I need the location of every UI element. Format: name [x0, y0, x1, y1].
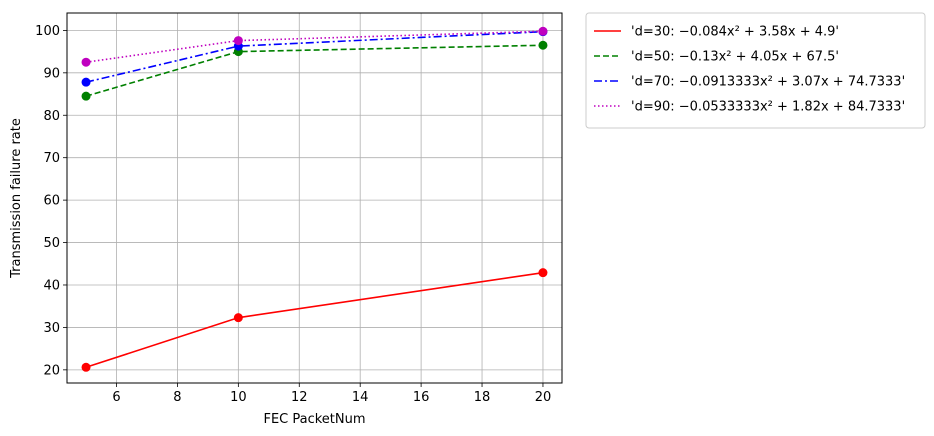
- x-tick-label: 20: [535, 390, 552, 405]
- legend-entry: 'd=50: −0.13x² + 4.05x + 67.5': [594, 50, 839, 65]
- series-4: [81, 26, 548, 67]
- legend: 'd=30: −0.084x² + 3.58x + 4.9' 'd=50: −0.…: [585, 12, 926, 129]
- legend-entry: 'd=90: −0.0533333x² + 1.82x + 84.7333': [594, 100, 905, 115]
- x-tick-label: 16: [413, 390, 430, 405]
- legend-label: 'd=50: −0.13x² + 4.05x + 67.5': [631, 50, 839, 65]
- series-line: [85, 30, 543, 64]
- x-tick-label: 12: [291, 390, 308, 405]
- x-axis-label: FEC PacketNum: [263, 412, 365, 427]
- grid-lines: [67, 13, 562, 383]
- legend-label: 'd=30: −0.084x² + 3.58x + 4.9': [631, 25, 839, 40]
- x-tick-label: 8: [173, 390, 181, 405]
- data-point: [81, 91, 91, 101]
- y-tick-label: 70: [43, 151, 60, 166]
- x-tick-label: 6: [112, 390, 120, 405]
- y-tick-label: 100: [35, 24, 60, 39]
- y-tick-label: 50: [43, 236, 60, 251]
- data-point: [538, 40, 548, 50]
- data-point: [233, 313, 243, 323]
- y-tick-label: 80: [43, 109, 60, 124]
- legend-label: 'd=90: −0.0533333x² + 1.82x + 84.7333': [631, 100, 905, 115]
- series-layer: [81, 26, 548, 372]
- legend-entry: 'd=30: −0.084x² + 3.58x + 4.9': [594, 25, 839, 40]
- x-tick-label: 14: [352, 390, 369, 405]
- x-tick-label: 10: [230, 390, 247, 405]
- series-1: [81, 268, 548, 372]
- series-line: [85, 271, 544, 369]
- series-line: [85, 30, 543, 83]
- data-point: [233, 36, 243, 46]
- x-tick-label: 18: [474, 390, 491, 405]
- y-axis-label: Transmission failure rate: [9, 118, 24, 279]
- y-tick-label: 90: [43, 66, 60, 81]
- y-tick-label: 30: [43, 321, 60, 336]
- y-tick-label: 20: [43, 363, 60, 378]
- data-point: [538, 268, 548, 278]
- data-point: [81, 57, 91, 67]
- axis-ticks: 6 8 10 12 14 16 18 20 20 30 40 50 60 70 80 90 100: [35, 24, 551, 405]
- series-2: [81, 40, 548, 101]
- data-point: [81, 362, 91, 372]
- legend-entry: 'd=70: −0.0913333x² + 3.07x + 74.7333': [594, 75, 905, 90]
- legend-box: [585, 12, 926, 129]
- data-point: [538, 26, 548, 36]
- data-point: [81, 77, 91, 87]
- plot-frame: [66, 12, 563, 384]
- y-tick-label: 40: [43, 278, 60, 293]
- legend-label: 'd=70: −0.0913333x² + 3.07x + 74.7333': [631, 75, 905, 90]
- y-tick-label: 60: [43, 194, 60, 209]
